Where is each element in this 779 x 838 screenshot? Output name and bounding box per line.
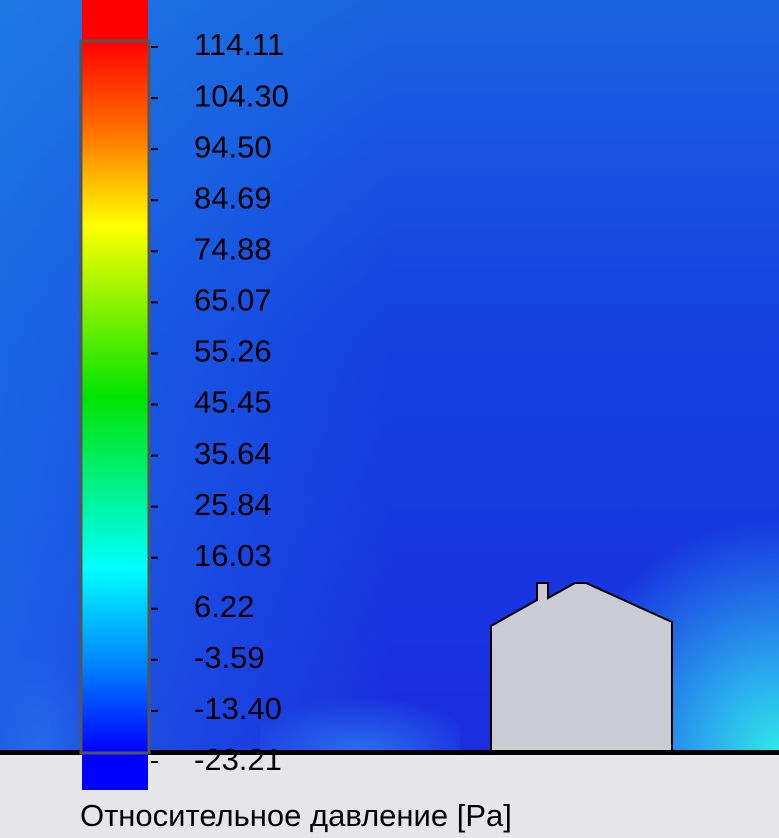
scale-overflow-top — [82, 0, 148, 42]
tick-label: -3.59 — [194, 640, 265, 675]
tick-label: 104.30 — [194, 78, 289, 113]
tick-label: 84.69 — [194, 180, 272, 215]
tick-label: 114.11 — [194, 27, 284, 62]
tick-label: 35.64 — [194, 436, 272, 471]
scale-overflow-bottom — [82, 752, 148, 790]
tick-label: -23.21 — [194, 742, 282, 777]
tick-label: 16.03 — [194, 538, 272, 573]
tick-label: 55.26 — [194, 334, 272, 369]
tick-label: 65.07 — [194, 283, 272, 318]
legend-title: Относительное давление [Pa] — [80, 798, 512, 833]
tick-label: 6.22 — [194, 589, 254, 624]
scale-ticks: 114.11 104.30 94.50 84.69 74.88 65.07 55.26 45.… — [151, 27, 289, 777]
field-glow — [260, 660, 460, 752]
building — [490, 582, 673, 753]
tick-label: 94.50 — [194, 129, 272, 164]
color-scale — [79, 39, 151, 755]
tick-label: -13.40 — [194, 691, 282, 726]
field-glow — [0, 580, 80, 752]
ground-line — [0, 750, 779, 755]
tick-label: 25.84 — [194, 487, 272, 522]
tick-label: 45.45 — [194, 385, 272, 420]
tick-label: 74.88 — [194, 231, 272, 266]
